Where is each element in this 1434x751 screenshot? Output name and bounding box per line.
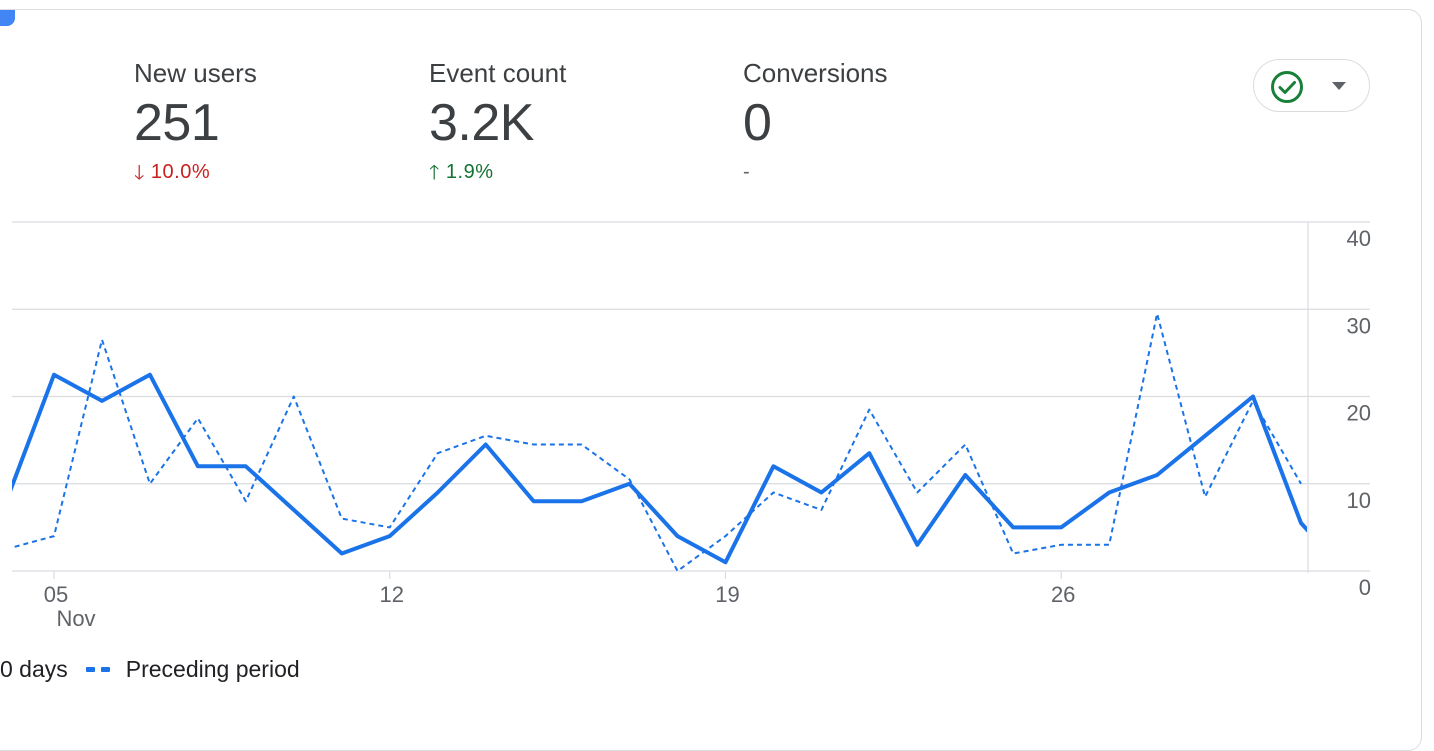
legend-current-period[interactable]: 0 days xyxy=(0,656,68,682)
metric-delta: 🡓 10.0% xyxy=(134,161,257,184)
y-tick-label: 10 xyxy=(1347,488,1371,513)
check-circle-icon xyxy=(1271,71,1303,103)
card-tab-accent xyxy=(0,10,15,26)
metric-label: Event count xyxy=(429,58,567,88)
y-tick-label: 30 xyxy=(1347,313,1371,338)
metric-value: 251 xyxy=(134,94,220,152)
y-tick-label: 20 xyxy=(1347,401,1371,426)
metric-label: Conversions xyxy=(743,58,888,88)
metric-delta-value: 10.0% xyxy=(150,161,211,183)
metric-new-users[interactable]: New users 251 🡓 10.0% xyxy=(134,58,257,184)
series-line-preceding xyxy=(12,312,1302,572)
x-tick-label: 05 xyxy=(44,582,68,607)
status-dropdown-button[interactable] xyxy=(1253,59,1370,112)
metric-conversions[interactable]: Conversions 0 - xyxy=(743,58,888,184)
arrow-up-icon: 🡑 xyxy=(429,161,440,184)
metric-delta: - xyxy=(743,161,888,184)
metric-label: New users xyxy=(134,58,257,88)
metric-delta-value: 1.9% xyxy=(445,161,494,183)
chart-series xyxy=(12,312,1307,572)
x-tick-label: 12 xyxy=(379,582,403,607)
legend-preceding-period[interactable]: Preceding period xyxy=(125,656,300,682)
metric-value: 0 xyxy=(743,94,772,152)
x-tick-sublabel: Nov xyxy=(56,606,95,631)
chart-gridlines xyxy=(12,221,1370,573)
metric-delta: 🡑 1.9% xyxy=(429,161,566,184)
metric-delta-value: - xyxy=(743,161,751,183)
caret-down-icon xyxy=(1332,82,1346,90)
x-tick-label: 19 xyxy=(715,582,739,607)
metric-value: 3.2K xyxy=(429,94,534,152)
overview-card xyxy=(0,9,1422,751)
chart-legend: 0 days Preceding period xyxy=(0,656,300,683)
y-axis-ticks: 40 30 20 10 0 xyxy=(1347,226,1371,600)
series-line-current xyxy=(12,372,1307,565)
y-tick-label: 40 xyxy=(1347,226,1371,251)
arrow-down-icon: 🡓 xyxy=(134,161,145,184)
y-tick-label: 0 xyxy=(1359,575,1371,600)
dashed-line-swatch-icon xyxy=(85,667,110,672)
x-tick-label: 26 xyxy=(1051,582,1075,607)
metric-event-count[interactable]: Event count 3.2K 🡑 1.9% xyxy=(429,58,566,184)
